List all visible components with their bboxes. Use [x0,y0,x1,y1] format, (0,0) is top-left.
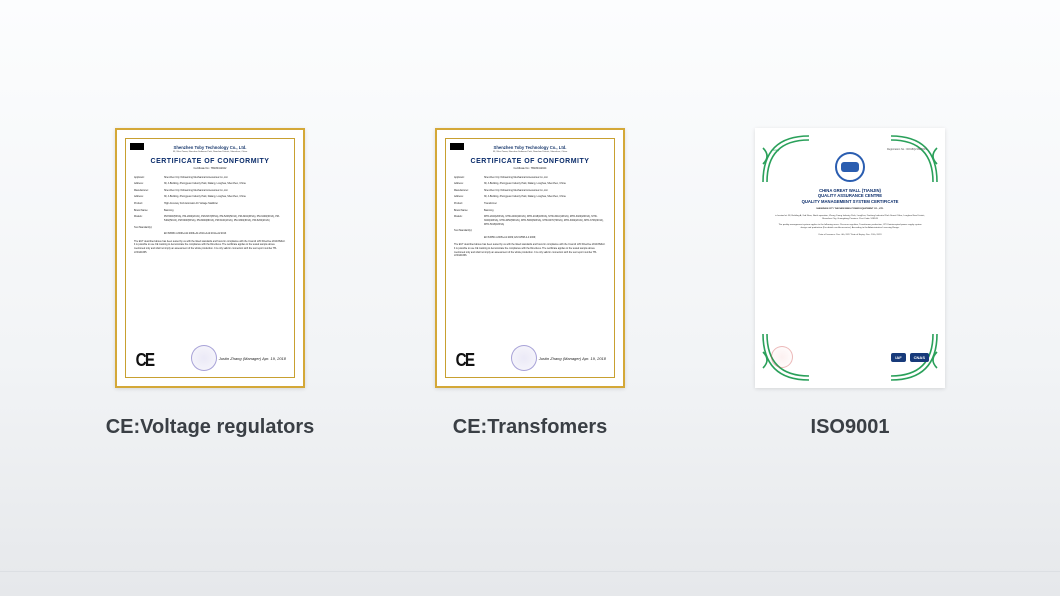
cert-caption: CE:Voltage regulators [106,416,315,439]
accreditation-badges: IAF CNAS [891,353,929,362]
certificate-gallery: Shenzhen Toby Technology Co., Ltd. 3F, W… [0,0,1060,439]
iso-org: SHENZHEN CITY THE NEW MING POWER EQUIPME… [771,208,929,211]
cert-card-ce-voltage: Shenzhen Toby Technology Co., Ltd. 3F, W… [70,128,350,439]
ornamental-corner-icon [761,134,811,184]
cert-caption: CE:Transfomers [453,416,608,439]
iso-scope: The quality management system applies to… [771,224,929,230]
ornamental-corner-icon [889,134,939,184]
cert-image: Shenzhen Toby Technology Co., Ltd. 3F, W… [435,128,625,388]
cert-disclaimer: The EUT described above has been tested … [454,243,606,257]
iso-org-address: is located at: 3F, Building A, 2nd Floor… [771,215,929,221]
iso-dates: Date of Issuance: Dec. 4th, 2017 Date of… [771,234,929,237]
cert-number: Certificate No.: TB180412024 [454,167,606,170]
signature: Justin Zhang (Manager) Apr. 19, 2018 [539,356,606,361]
cert-company: Shenzhen Toby Technology Co., Ltd. [454,145,606,150]
registration-number: Registration No.: 00918Q21887R0S [887,148,927,151]
cert-company: Shenzhen Toby Technology Co., Ltd. [134,145,286,150]
cert-address: 3F, West Tower, Nanshan Software Park, N… [454,151,606,154]
ce-mark-icon: CE [456,350,474,371]
cert-card-ce-transformers: Shenzhen Toby Technology Co., Ltd. 3F, W… [390,128,670,439]
cert-body: Applicant:Shenzhen City Xinbaoming Mecha… [454,176,606,258]
cert-disclaimer: The EUT described above has been tested … [134,240,286,254]
cert-title: CERTIFICATE OF CONFORMITY [134,158,286,165]
redaction-box [130,143,144,150]
iso-logo-icon [835,152,865,182]
iaf-badge: IAF [891,353,905,362]
redaction-box [450,143,464,150]
cert-number: Certificate No.: TB180412022 [134,167,286,170]
signature: Justin Zhang (Manager) Apr. 19, 2018 [219,356,286,361]
stamp-icon [191,345,217,371]
cert-address: 3F, West Tower, Nanshan Software Park, N… [134,151,286,154]
iso-heading: CHINA GREAT WALL (TIANJIN) QUALITY ASSUR… [771,188,929,204]
divider-line [0,571,1060,572]
cert-image: copy Registration No.: 00918Q21887R0S CH… [755,128,945,388]
red-stamp-icon [771,346,793,368]
stamp-icon [511,345,537,371]
ce-mark-icon: CE [136,350,154,371]
cnas-badge: CNAS [910,353,929,362]
cert-card-iso9001: copy Registration No.: 00918Q21887R0S CH… [710,128,990,439]
cert-title: CERTIFICATE OF CONFORMITY [454,158,606,165]
cert-image: Shenzhen Toby Technology Co., Ltd. 3F, W… [115,128,305,388]
cert-body: Applicant:Shenzhen City Xinbaoming Mecha… [134,176,286,255]
cert-caption: ISO9001 [811,416,890,439]
copy-label: copy [773,148,779,152]
